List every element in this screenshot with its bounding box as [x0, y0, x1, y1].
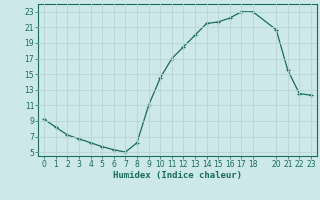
X-axis label: Humidex (Indice chaleur): Humidex (Indice chaleur): [113, 171, 242, 180]
